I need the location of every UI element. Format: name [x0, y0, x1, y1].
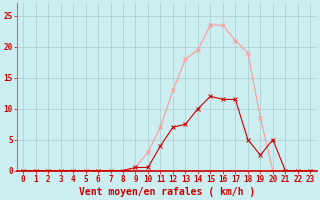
X-axis label: Vent moyen/en rafales ( km/h ): Vent moyen/en rafales ( km/h ) — [79, 187, 255, 197]
